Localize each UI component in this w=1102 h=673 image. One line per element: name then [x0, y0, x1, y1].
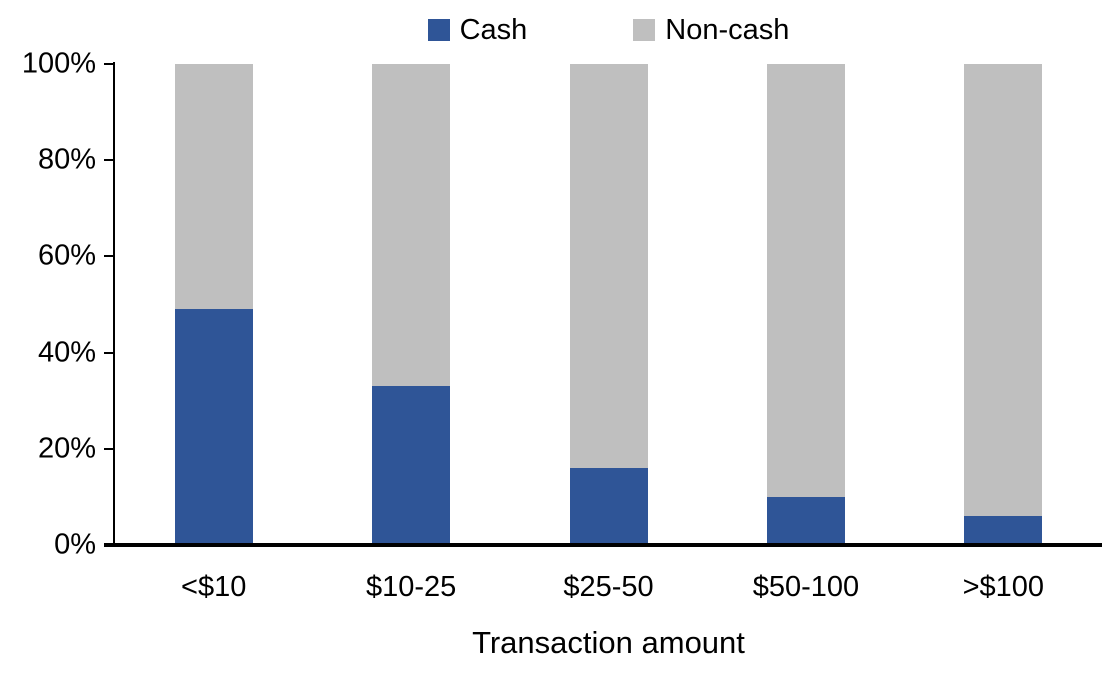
- y-tick-mark: [104, 351, 115, 354]
- y-tick-label: 100%: [21, 47, 96, 80]
- x-axis-line: [104, 543, 1102, 547]
- legend-item-cash: Cash: [427, 13, 528, 46]
- y-tick-mark: [104, 63, 115, 65]
- bars-row: [115, 64, 1102, 545]
- bar-slot: [115, 64, 312, 545]
- bar-segment-non-cash: [569, 64, 648, 469]
- legend-swatch-icon: [633, 19, 656, 41]
- bar-segment-non-cash: [174, 64, 253, 310]
- bar-segment-non-cash: [766, 64, 845, 497]
- bar-segment-non-cash: [372, 64, 451, 387]
- bar-segment-cash: [372, 386, 451, 545]
- x-tick-label: $25-50: [563, 571, 654, 603]
- bar-<$10: [174, 64, 253, 545]
- x-tick-label: $10-25: [365, 571, 457, 603]
- bar-segment-cash: [766, 496, 845, 545]
- x-tick-label: <$10: [181, 571, 247, 603]
- bar-segment-cash: [174, 309, 253, 545]
- bar-slot: [905, 64, 1102, 545]
- legend-label: Non-cash: [665, 13, 790, 46]
- x-tick-label: $50-100: [752, 571, 860, 603]
- bar-segment-non-cash: [964, 64, 1043, 517]
- bar-slot: [707, 64, 904, 545]
- x-axis-labels: <$10 $10-25 $25-50 $50-100 >$100: [115, 571, 1102, 604]
- legend-label: Cash: [459, 13, 528, 46]
- bar-$25-50: [569, 64, 648, 545]
- x-axis-title: Transaction amount: [472, 625, 745, 660]
- y-tick-label: 60%: [37, 239, 96, 272]
- bar-$10-25: [372, 64, 451, 545]
- legend: Cash Non-cash: [115, 8, 1102, 52]
- bar-slot: [312, 64, 509, 545]
- y-tick-mark: [104, 255, 115, 258]
- bar-segment-cash: [964, 516, 1043, 545]
- legend-item-non-cash: Non-cash: [633, 13, 790, 46]
- x-tick-label: >$100: [962, 571, 1045, 603]
- y-tick-label: 0%: [54, 528, 96, 561]
- bar->$100: [964, 64, 1043, 545]
- bar-$50-100: [766, 64, 845, 545]
- y-axis-line: [113, 62, 115, 545]
- plot-area: [115, 64, 1102, 545]
- y-tick-mark: [104, 159, 115, 162]
- y-tick-label: 80%: [37, 143, 96, 176]
- y-tick-mark: [104, 447, 115, 450]
- legend-swatch-icon: [427, 19, 450, 41]
- y-tick-label: 20%: [37, 432, 96, 465]
- y-tick-label: 40%: [37, 336, 96, 369]
- bar-slot: [510, 64, 707, 545]
- bar-segment-cash: [569, 468, 648, 545]
